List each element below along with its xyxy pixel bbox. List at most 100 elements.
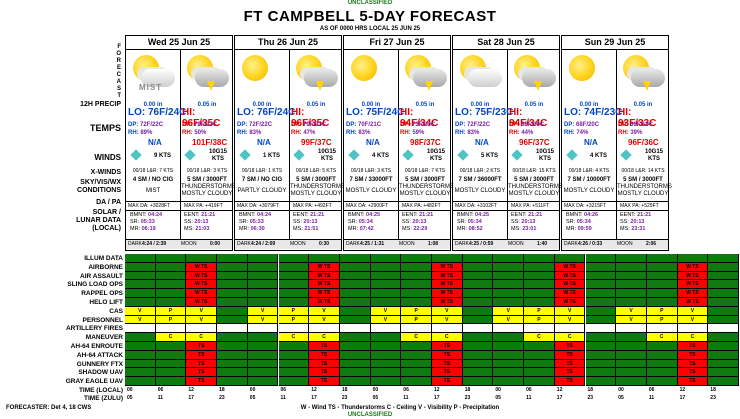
ops-cell: TS — [554, 377, 586, 386]
max-pa: MAX PA: +482FT — [402, 203, 441, 209]
ops-cell: P — [278, 315, 310, 325]
ops-cell: C — [401, 333, 432, 342]
temp-lo: LO: 76F/24C — [128, 107, 187, 118]
ops-cell — [646, 271, 678, 281]
ops-row-label: GUNNERY FTX — [76, 360, 123, 368]
max-da: MAX DA: +3102FT — [455, 203, 498, 209]
forecaster: FORECASTER: Det 4, 18 CWS — [6, 405, 92, 411]
ops-cell — [125, 359, 156, 369]
ops-cell — [278, 359, 310, 369]
ops-cell — [125, 377, 156, 386]
ops-row: W TS W TS W TS W TS W TS — [125, 262, 739, 272]
ops-cell: W TS — [677, 298, 709, 307]
ops-cell — [585, 359, 617, 369]
temp-hi: HI: 96F/35C — [182, 107, 221, 129]
ops-cell: W TS — [432, 289, 463, 298]
ops-cell — [524, 359, 555, 369]
ops-cell — [125, 298, 156, 307]
ops-cell — [401, 271, 432, 281]
ops-cell — [339, 298, 371, 307]
max-da: MAX DA: +2900FT — [346, 203, 389, 209]
time-cell: 05 — [495, 395, 501, 401]
ops-row-label: PERSONNEL — [82, 316, 123, 324]
thunderstorm-icon — [512, 53, 556, 91]
ops-cell — [462, 254, 494, 263]
sky-label: SKY/VIS/WX CONDITIONS — [77, 179, 121, 194]
ops-cell — [401, 342, 432, 351]
ops-cell — [616, 359, 647, 369]
ops-row-label: ILLUM DATA — [84, 255, 123, 262]
day-column: Sat 28 Jun 25 0.00 in 0.05 in LO: 75F/23C HI… — [452, 35, 563, 251]
ops-cell: P — [401, 315, 432, 325]
ops-cell — [524, 280, 555, 290]
wind-arrow-icon — [457, 148, 471, 162]
rh-lo: 83% — [467, 130, 480, 136]
xwind-night: 00/18 L&R: 2 KTS — [459, 168, 501, 174]
ops-cell — [462, 324, 494, 334]
ops-cell — [401, 262, 432, 272]
precip-label: 12H PRECIP — [80, 101, 121, 108]
ops-cell: TS — [432, 359, 463, 369]
time-cell: 05 — [249, 395, 256, 401]
ops-cell — [217, 280, 248, 290]
xwinds-label: X-WINDS — [90, 169, 121, 176]
ops-cell — [339, 262, 371, 272]
ops-cell — [186, 324, 218, 334]
wind-chill: N/A — [148, 138, 162, 147]
ops-cell: TS — [677, 342, 709, 351]
ops-cell — [370, 377, 402, 386]
time-cell: 06 — [403, 387, 409, 393]
sky-night-wx: MOSTLY CLOUDY — [345, 188, 397, 194]
ops-cell — [646, 342, 678, 351]
rh-hi: 44% — [521, 130, 534, 136]
ops-cell: TS — [186, 342, 218, 351]
ops-row-label: AIRBORNE — [88, 263, 123, 271]
heat-index: 96F/36C — [628, 138, 659, 147]
temp-hi: HI: 96F/35C — [291, 107, 330, 129]
ops-cell — [708, 289, 739, 298]
precip-night: 0.00 in — [579, 102, 599, 108]
dapa-label: DA / PA — [96, 199, 121, 206]
ops-cell — [339, 342, 371, 351]
ops-cell: W TS — [186, 298, 218, 307]
max-pa: MAX PA: +511FT — [511, 203, 550, 209]
ops-cell — [616, 377, 647, 386]
ops-cell — [462, 271, 494, 281]
ops-cell — [370, 359, 402, 369]
ops-cell — [155, 368, 187, 378]
ops-cell: V — [554, 315, 586, 325]
ops-row: W TS W TS W TS W TS W TS — [125, 289, 739, 298]
ops-cell: TS — [309, 350, 340, 360]
time-cell: 17 — [311, 395, 317, 401]
ops-cell — [616, 271, 647, 281]
sunny-icon — [240, 53, 284, 91]
ops-row: W TS W TS W TS W TS W TS — [125, 280, 739, 290]
ops-row: TS TS TS TS TS — [125, 359, 739, 369]
max-pa: MAX PA: +492FT — [293, 203, 332, 209]
ops-cell — [217, 324, 248, 334]
ops-cell — [616, 342, 647, 351]
ops-row-label: GRAY EAGLE UAV — [65, 378, 123, 386]
ops-cell — [217, 289, 248, 298]
time-cell: 17 — [679, 395, 686, 401]
ops-cell — [125, 254, 156, 263]
page-subtitle: AS OF 0000 HRS LOCAL 25 JUN 25 — [319, 26, 421, 32]
ops-cell — [401, 368, 432, 378]
time-cell: 05 — [372, 395, 379, 401]
ops-cell — [309, 324, 340, 334]
ops-cell — [524, 368, 555, 378]
partly-cloudy-icon — [458, 53, 502, 91]
sky-night: 4 SM / NO CIG — [132, 177, 174, 183]
wind-arrow-icon — [239, 148, 253, 162]
ops-cell — [616, 333, 647, 342]
time-cell: 11 — [526, 395, 532, 401]
wind-chill: N/A — [257, 138, 271, 147]
ops-cell: C — [309, 333, 340, 342]
ops-cell — [616, 350, 647, 360]
xwind-day: 00/18 L&R: 5 KTS — [295, 168, 337, 174]
ops-cell — [708, 315, 739, 325]
time-zulu-label: TIME (ZULU) — [84, 395, 123, 402]
ops-cell — [217, 298, 248, 307]
